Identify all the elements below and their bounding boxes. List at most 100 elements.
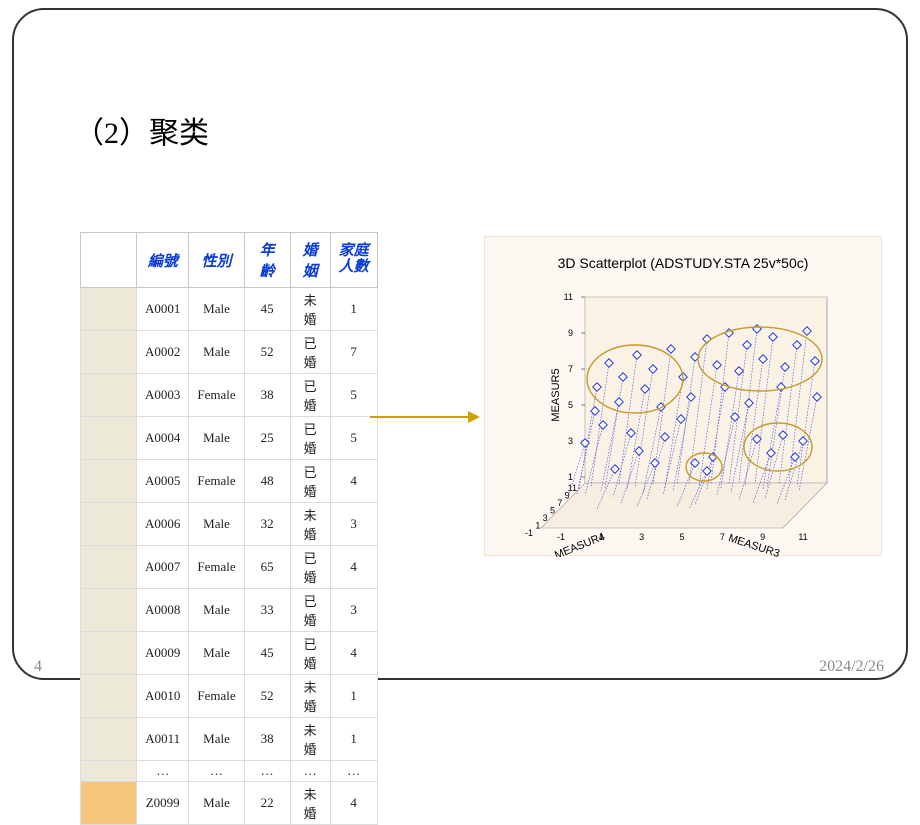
table-row: Z0099Male22未婚4 — [81, 782, 378, 825]
svg-text:9: 9 — [568, 328, 573, 338]
table-cell: 4 — [330, 632, 377, 675]
table-cell: 33 — [244, 589, 290, 632]
svg-text:3: 3 — [543, 513, 548, 523]
table-cell: A0009 — [137, 632, 189, 675]
table-cell: 未婚 — [290, 675, 330, 718]
table-row: A0010Female52未婚1 — [81, 675, 378, 718]
table-cell: … — [290, 761, 330, 782]
table-cell: 4 — [330, 782, 377, 825]
row-selector — [81, 632, 137, 675]
table-cell: … — [189, 761, 244, 782]
row-selector — [81, 331, 137, 374]
table-cell: 未婚 — [290, 782, 330, 825]
table-row: A0003Female38已婚5 — [81, 374, 378, 417]
table-cell: 4 — [330, 460, 377, 503]
table-cell: A0008 — [137, 589, 189, 632]
col-header: 婚姻 — [290, 233, 330, 288]
table-row: A0002Male52已婚7 — [81, 331, 378, 374]
svg-text:MEASUR5: MEASUR5 — [550, 368, 562, 421]
data-table: 編號性別年齡婚姻家庭人數 A0001Male45未婚1A0002Male52已婚… — [80, 232, 378, 825]
table-row: A0004Male25已婚5 — [81, 417, 378, 460]
col-header: 家庭人數 — [330, 233, 377, 288]
table-row: A0011Male38未婚1 — [81, 718, 378, 761]
table-row: A0005Female48已婚4 — [81, 460, 378, 503]
row-selector — [81, 675, 137, 718]
svg-text:3: 3 — [639, 532, 644, 542]
row-selector — [81, 417, 137, 460]
row-selector — [81, 503, 137, 546]
table-cell: Male — [189, 718, 244, 761]
table-cell: 22 — [244, 782, 290, 825]
svg-text:5: 5 — [568, 400, 573, 410]
table-cell: Male — [189, 503, 244, 546]
table-cell: 未婚 — [290, 718, 330, 761]
row-selector — [81, 460, 137, 503]
svg-text:1: 1 — [568, 472, 573, 482]
table-cell: 1 — [330, 718, 377, 761]
svg-text:5: 5 — [550, 506, 555, 516]
table-cell: 已婚 — [290, 460, 330, 503]
arrow-icon — [370, 410, 482, 424]
table-row: …………… — [81, 761, 378, 782]
table-cell: 45 — [244, 288, 290, 331]
table-cell: 3 — [330, 503, 377, 546]
row-selector-header — [81, 233, 137, 288]
table-cell: 已婚 — [290, 417, 330, 460]
table-cell: 25 — [244, 417, 290, 460]
table-cell: A0005 — [137, 460, 189, 503]
svg-text:11: 11 — [798, 532, 807, 542]
table-cell: 1 — [330, 675, 377, 718]
table-cell: 7 — [330, 331, 377, 374]
table-cell: … — [330, 761, 377, 782]
table-cell: … — [244, 761, 290, 782]
table-cell: 已婚 — [290, 331, 330, 374]
table-cell: A0004 — [137, 417, 189, 460]
table-cell: 65 — [244, 546, 290, 589]
svg-text:11: 11 — [564, 292, 573, 302]
table-cell: Female — [189, 675, 244, 718]
svg-text:9: 9 — [760, 532, 765, 542]
table-cell: 已婚 — [290, 632, 330, 675]
table-cell: 38 — [244, 718, 290, 761]
svg-text:3: 3 — [568, 436, 573, 446]
scatter-svg: 1357911MEASUR5-11357911MEASUR4-11357911M… — [485, 237, 883, 557]
table-cell: 已婚 — [290, 589, 330, 632]
slide-date: 2024/2/26 — [819, 658, 884, 676]
row-selector — [81, 589, 137, 632]
svg-text:7: 7 — [557, 498, 562, 508]
row-selector — [81, 546, 137, 589]
table-cell: Male — [189, 632, 244, 675]
row-selector — [81, 718, 137, 761]
table-cell: … — [137, 761, 189, 782]
table-cell: 未婚 — [290, 503, 330, 546]
slide-number: 4 — [34, 658, 42, 676]
row-selector — [81, 782, 137, 825]
row-selector — [81, 374, 137, 417]
table-cell: A0001 — [137, 288, 189, 331]
col-header: 性別 — [189, 233, 244, 288]
table-cell: 未婚 — [290, 288, 330, 331]
svg-text:-1: -1 — [557, 532, 565, 542]
table-cell: A0006 — [137, 503, 189, 546]
table-cell: 38 — [244, 374, 290, 417]
table-cell: Female — [189, 460, 244, 503]
row-selector — [81, 288, 137, 331]
table-cell: Male — [189, 417, 244, 460]
table-cell: 已婚 — [290, 374, 330, 417]
table-cell: Female — [189, 546, 244, 589]
svg-text:1: 1 — [535, 521, 540, 531]
table-cell: 32 — [244, 503, 290, 546]
svg-text:7: 7 — [568, 364, 573, 374]
table-row: A0001Male45未婚1 — [81, 288, 378, 331]
table-row: A0009Male45已婚4 — [81, 632, 378, 675]
svg-text:-1: -1 — [525, 528, 533, 538]
table-cell: A0003 — [137, 374, 189, 417]
scatter-3d: 3D Scatterplot (ADSTUDY.STA 25v*50c) 135… — [484, 236, 882, 556]
table-cell: 4 — [330, 546, 377, 589]
table-cell: Male — [189, 782, 244, 825]
table-cell: Female — [189, 374, 244, 417]
table-cell: A0010 — [137, 675, 189, 718]
svg-text:5: 5 — [679, 532, 684, 542]
col-header: 年齡 — [244, 233, 290, 288]
table-cell: A0007 — [137, 546, 189, 589]
